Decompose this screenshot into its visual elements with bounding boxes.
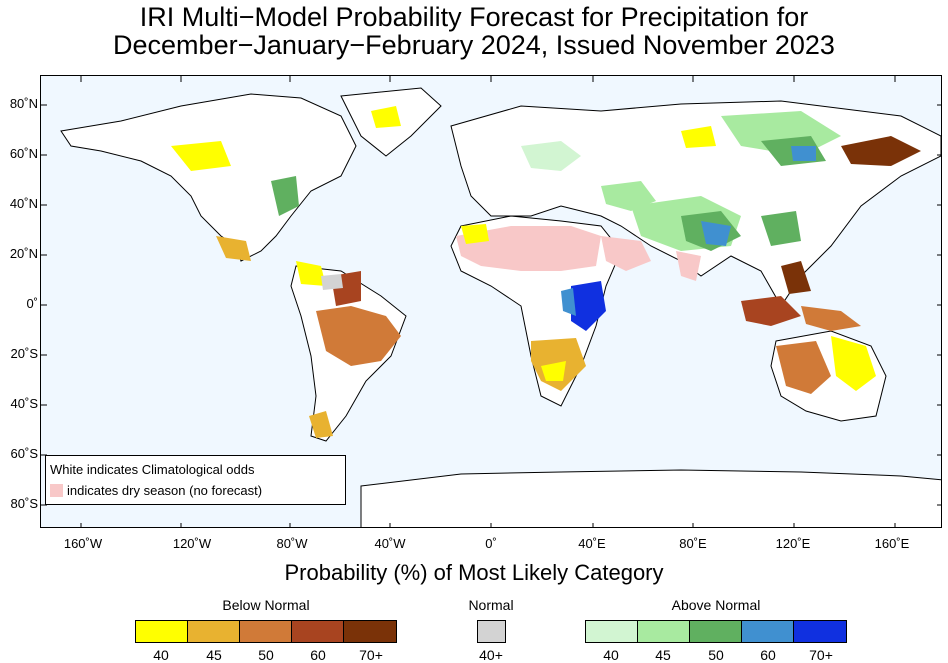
above-swatch-45 <box>638 621 690 642</box>
above-swatch-70 <box>794 621 846 642</box>
lat-label-80s: 80˚S <box>10 496 38 511</box>
lon-label-120w: 120˚W <box>172 536 212 551</box>
normal-colorbar <box>477 620 506 643</box>
dry-season-note: indicates dry season (no forecast) <box>50 483 262 498</box>
below-tick-50: 50 <box>258 647 274 663</box>
lat-label-20n: 20˚N <box>9 246 38 261</box>
above-swatch-50 <box>690 621 742 642</box>
below-tick-70: 70+ <box>359 647 383 663</box>
above-swatch-40 <box>586 621 638 642</box>
lat-label-20s: 20˚S <box>10 346 38 361</box>
normal-swatch-40 <box>478 621 505 642</box>
lon-label-40e: 40˚E <box>578 536 606 551</box>
dry-season-note-text: indicates dry season (no forecast) <box>67 483 263 498</box>
lon-label-80w: 80˚W <box>276 536 308 551</box>
climatology-note: White indicates Climatological odds <box>50 462 255 477</box>
lon-label-120e: 120˚E <box>775 536 811 551</box>
lat-label-0: 0˚ <box>26 296 38 311</box>
x-axis-title: Probability (%) of Most Likely Category <box>284 560 664 585</box>
lon-label-160w: 160˚W <box>63 536 103 551</box>
below-swatch-45 <box>188 621 240 642</box>
lat-label-40n: 40˚N <box>9 196 38 211</box>
lat-label-80n: 80˚N <box>9 96 38 111</box>
normal-tick-40: 40+ <box>479 647 503 663</box>
map-title-line-2: December−January−February 2024, Issued N… <box>113 30 835 60</box>
lat-label-40s: 40˚S <box>10 396 38 411</box>
dry-season-swatch <box>50 484 63 497</box>
lon-label-0: 0˚ <box>485 536 497 551</box>
lon-label-40w: 40˚W <box>374 536 406 551</box>
below-tick-45: 45 <box>206 647 222 663</box>
below-swatch-40 <box>136 621 188 642</box>
lon-label-160e: 160˚E <box>874 536 910 551</box>
lat-label-60n: 60˚N <box>9 146 38 161</box>
above-normal-colorbar <box>585 620 847 643</box>
below-swatch-70 <box>344 621 396 642</box>
below-normal-label: Below Normal <box>222 597 310 613</box>
below-swatch-60 <box>292 621 344 642</box>
normal-label: Normal <box>468 597 514 613</box>
below-normal-colorbar <box>135 620 397 643</box>
above-swatch-60 <box>742 621 794 642</box>
world-map <box>40 75 942 528</box>
antarctica <box>360 469 941 527</box>
below-tick-40: 40 <box>153 647 169 663</box>
map-title-line-1: IRI Multi−Model Probability Forecast for… <box>139 2 809 32</box>
above-tick-70: 70+ <box>809 647 833 663</box>
north-america <box>60 93 357 262</box>
above-tick-60: 60 <box>760 647 776 663</box>
world-map-svg <box>41 76 941 527</box>
above-tick-45: 45 <box>655 647 671 663</box>
above-normal-label: Above Normal <box>671 597 761 613</box>
above-tick-50: 50 <box>708 647 724 663</box>
lat-label-60s: 60˚S <box>10 446 38 461</box>
below-swatch-50 <box>240 621 292 642</box>
lon-label-80e: 80˚E <box>679 536 707 551</box>
above-tick-40: 40 <box>603 647 619 663</box>
map-legend-note: White indicates Climatological odds indi… <box>45 455 346 505</box>
below-tick-60: 60 <box>310 647 326 663</box>
